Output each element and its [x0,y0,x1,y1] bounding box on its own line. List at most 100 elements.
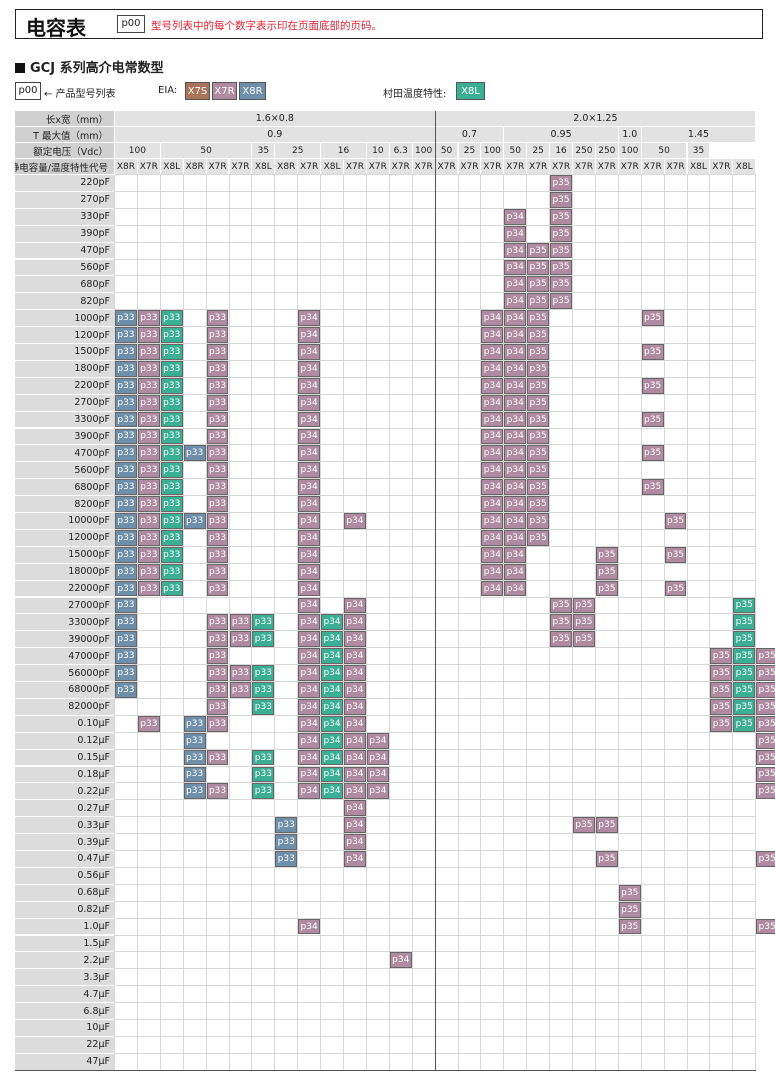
page-ref-cell: p35 [527,242,550,259]
page-ref-cell: p33 [206,513,229,529]
page-ref-cell: p34 [321,698,343,715]
page-ref-cell: p34 [298,648,321,665]
page-ref-cell: p34 [481,529,504,546]
page-ref-cell: p33 [137,479,160,496]
page-ref-cell: p33 [252,698,275,715]
page-ref-cell: p34 [298,682,321,698]
page-ref-cell: p35 [550,597,572,614]
page-ref-cell: p35 [733,682,756,698]
page-ref-cell: p34 [298,377,321,394]
page-ref-cell: p35 [527,513,550,529]
capacitance-label: 1200pF [15,327,114,343]
page-ref-cell: p34 [298,546,321,563]
capacitance-label: 3.3μF [15,969,114,986]
page-ref-cell: p34 [504,496,527,512]
capacitance-label: 2.2μF [15,952,114,969]
page-ref-cell: p33 [160,479,183,496]
page-ref-cell: p34 [344,682,366,698]
page-ref-cell: p34 [504,411,527,428]
page-ref-cell: p34 [504,462,527,479]
page-ref-cell: p33 [206,344,229,360]
page-ref-cell: p34 [504,276,527,293]
page-ref-cell: p34 [321,682,343,698]
page-ref-cell: p35 [733,614,756,631]
page-ref-cell: p35 [527,462,550,479]
char-header: X8L [687,159,710,174]
page-ref-cell: p33 [160,394,183,411]
page-ref-cell: p34 [298,665,321,681]
page-ref-cell: p33 [115,394,137,411]
legend-x8r-swatch: X8R [239,82,266,100]
page-ref-cell: p34 [481,377,504,394]
page-ref-cell: p33 [160,462,183,479]
page-ref-cell: p33 [115,360,137,377]
page-ref-cell: p33 [229,614,252,631]
voltage-header: 50 [504,143,527,158]
page-ref-cell: p34 [366,732,389,749]
page-ref-cell: p35 [573,597,595,614]
capacitance-label: 1500pF [15,344,114,360]
page-ref-cell: p33 [206,614,229,631]
page-ref-cell: p35 [710,682,733,698]
page-ref-cell: p34 [366,749,389,766]
page-ref-cell: p35 [527,445,550,462]
page-ref-cell: p35 [710,715,733,732]
page-ref-cell: p33 [183,513,206,529]
voltage-header: 16 [321,143,366,158]
page-ref-cell: p34 [344,648,366,665]
page-ref-cell: p33 [115,580,137,597]
page-ref-cell: p34 [298,580,321,597]
capacitance-label: 390pF [15,225,114,242]
page-ref-cell: p33 [137,310,160,327]
page-ref-cell: p35 [527,428,550,445]
capacitance-label: 47μF [15,1053,114,1070]
voltage-header: 35 [252,143,275,158]
char-header: X7R [229,159,252,174]
page-ref-cell: p33 [275,834,298,850]
page-ref-cell: p35 [550,293,572,310]
char-header: X7R [481,159,504,174]
page-ref-cell: p34 [298,749,321,766]
page-ref-cell: p35 [527,496,550,512]
page-ref-cell: p35 [573,631,595,648]
page-ref-cell: p35 [527,479,550,496]
voltage-header: 100 [115,143,160,158]
page-ref-cell: p33 [160,529,183,546]
page-ref-cell: p35 [527,310,550,327]
page-ref-cell: p34 [298,496,321,512]
page-ref-cell: p33 [160,310,183,327]
page-ref-cell: p33 [137,327,160,343]
page-ref-cell: p33 [115,344,137,360]
page-ref-cell: p35 [664,546,687,563]
char-header: X7R [458,159,481,174]
thickness-header: 1.45 [641,127,756,142]
capacitance-label: 0.47μF [15,851,114,867]
page-title: 电容表 [26,16,86,40]
page-ref-cell: p35 [664,580,687,597]
page-ref-cell: p35 [756,665,775,681]
section-heading: GCJ 系列高介电常数型 [15,57,164,76]
page-ref-cell: p34 [344,715,366,732]
page-ref-cell: p33 [137,360,160,377]
title-note: 型号列表中的每个数字表示印在页面底部的页码。 [151,20,382,32]
page-ref-cell: p33 [206,377,229,394]
page-ref-cell: p34 [321,715,343,732]
char-header: X8R [115,159,137,174]
page-ref-cell: p34 [298,513,321,529]
page-ref-cell: p34 [504,428,527,445]
page-ref-cell: p34 [344,851,366,867]
capacitance-label: 27000pF [15,597,114,614]
page-ref-cell: p33 [206,428,229,445]
capacitance-label: 560pF [15,259,114,276]
char-header: X8L [321,159,343,174]
page-ref-cell: p34 [366,783,389,800]
page-ref-cell: p33 [252,766,275,783]
char-header: X8L [252,159,275,174]
page-tag: p00 [117,15,145,33]
page-ref-cell: p33 [137,411,160,428]
page-ref-cell: p33 [115,445,137,462]
page-ref-cell: p34 [389,952,412,969]
page-ref-cell: p33 [137,496,160,512]
legend-x7r-swatch: X7R [212,82,237,100]
page-ref-cell: p34 [298,327,321,343]
